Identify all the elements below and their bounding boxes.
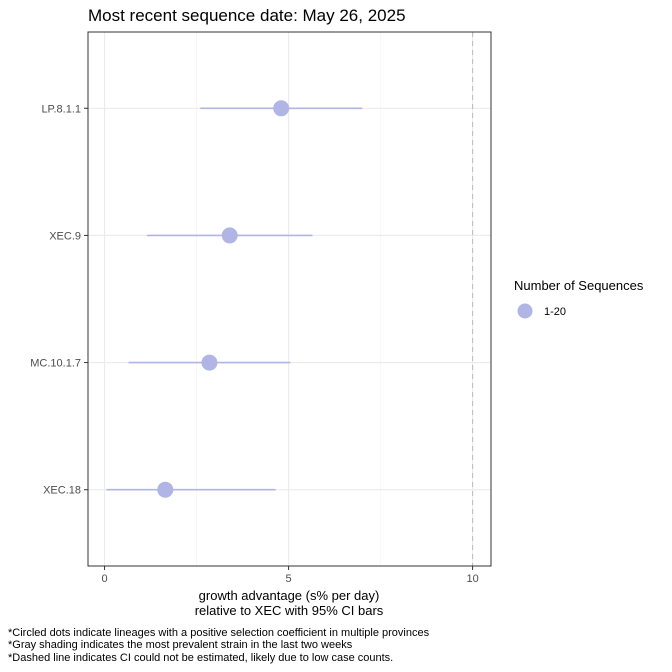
x-axis-title-line2: relative to XEC with 95% CI bars (195, 603, 384, 618)
y-tick-label-2: MC.10.1.7 (30, 358, 81, 370)
y-tick-label-0: LP.8.1.1 (41, 103, 81, 115)
data-layer (106, 32, 474, 566)
y-tick-label-3: XEC.18 (43, 485, 81, 497)
legend-label: 1-20 (544, 306, 566, 318)
x-tick-label-0: 0 (101, 573, 107, 585)
legend-title: Number of Sequences (514, 278, 644, 293)
chart-title: Most recent sequence date: May 26, 2025 (88, 6, 406, 25)
data-point-2 (201, 354, 218, 371)
data-point-3 (157, 481, 174, 498)
plot-panel (87, 31, 492, 567)
footnote-2: *Gray shading indicates the most prevale… (8, 639, 353, 651)
x-tick-label-2: 10 (466, 573, 478, 585)
x-axis-title-line1: growth advantage (s% per day) (199, 588, 380, 603)
axes: 0 5 10 LP.8.1.1 XEC.9 MC.10.1.7 XEC.18 (30, 103, 478, 585)
legend-key-dot (517, 303, 533, 319)
y-tick-label-1: XEC.9 (49, 230, 81, 242)
footnote-1: *Circled dots indicate lineages with a p… (8, 627, 430, 639)
data-point-1 (221, 227, 238, 244)
grid (88, 32, 491, 566)
x-tick-label-1: 5 (286, 573, 292, 585)
data-point-0 (273, 100, 290, 117)
footnote-3: *Dashed line indicates CI could not be e… (8, 652, 393, 664)
